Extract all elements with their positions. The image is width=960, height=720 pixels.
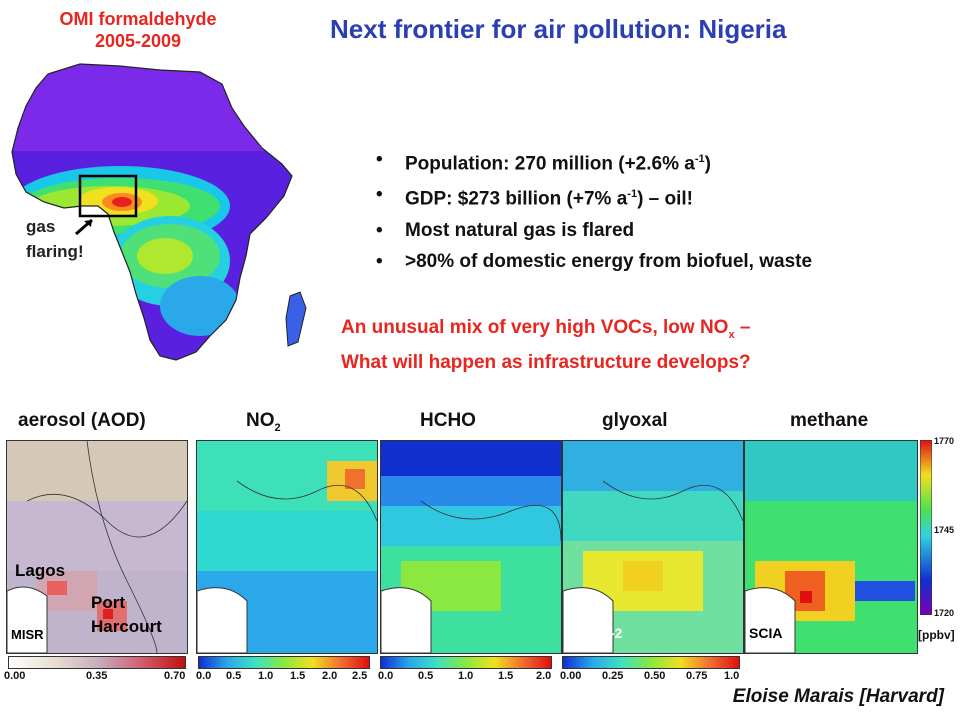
highlight-line2: What will happen as infrastructure devel… bbox=[341, 351, 751, 373]
glyoxal-tick: 0.00 bbox=[560, 670, 582, 682]
methane-colorbar bbox=[920, 440, 932, 615]
no2-tick: 1.0 bbox=[258, 670, 274, 682]
highlight-text: An unusual mix of very high VOCs, low NO… bbox=[341, 314, 751, 377]
highlight-line1: An unusual mix of very high VOCs, low NO… bbox=[341, 317, 751, 341]
credit-text: Eloise Marais [Harvard] bbox=[732, 686, 944, 707]
city-label-lagos: Lagos bbox=[15, 561, 66, 580]
no2-colorbar bbox=[198, 656, 370, 669]
bullet-gas: Most natural gas is flared bbox=[372, 215, 812, 246]
instrument-label: OMI bbox=[385, 625, 412, 641]
hcho-tick: 0.0 bbox=[378, 670, 394, 682]
nigeria-box bbox=[78, 174, 138, 218]
panel-label-hcho: HCHO bbox=[420, 410, 476, 431]
glyoxal-tick: 1.0 bbox=[724, 670, 740, 682]
map-title-line2: 2005-2009 bbox=[94, 31, 182, 51]
aerosol-tick: 0.70 bbox=[164, 670, 186, 682]
aerosol-colorbar bbox=[8, 656, 186, 669]
instrument-label: SCIA bbox=[749, 625, 783, 641]
panel-hcho-map: OMI bbox=[380, 440, 562, 654]
no2-tick: 2.5 bbox=[352, 670, 368, 682]
glyoxal-colorbar bbox=[562, 656, 740, 669]
map-title-line1: OMI formaldehyde bbox=[59, 9, 217, 29]
hcho-tick: 1.0 bbox=[458, 670, 474, 682]
africa-hcho-map bbox=[11, 63, 307, 361]
panel-methane-map: SCIA bbox=[744, 440, 918, 654]
hcho-tick: 0.5 bbox=[418, 670, 434, 682]
no2-tick: 0.5 bbox=[226, 670, 242, 682]
slide-title: Next frontier for air pollution: Nigeria bbox=[330, 14, 787, 44]
glyoxal-tick: 0.50 bbox=[644, 670, 666, 682]
instrument-label: GOME-2 bbox=[567, 625, 623, 641]
methane-tick-high: 1770 bbox=[934, 436, 955, 446]
panel-label-methane: methane bbox=[790, 410, 869, 431]
hcho-colorbar bbox=[380, 656, 552, 669]
gas-flaring-annotation: gas flaring! bbox=[26, 214, 84, 264]
map-title: OMI formaldehyde 2005-2009 bbox=[18, 8, 258, 52]
panel-label-aerosol: aerosol (AOD) bbox=[18, 410, 146, 431]
annotation-line1: gas bbox=[26, 217, 56, 236]
instrument-label: MISR bbox=[11, 627, 44, 642]
city-label-harcourt: Harcourt bbox=[91, 617, 162, 636]
panel-label-glyoxal: glyoxal bbox=[602, 410, 668, 431]
panel-aerosol-map: Lagos Port Harcourt MISR bbox=[6, 440, 188, 654]
bullet-population: Population: 270 million (+2.6% a-1) bbox=[372, 144, 812, 179]
methane-tick-low: 1720 bbox=[934, 608, 955, 618]
panel-glyoxal-map: GOME-2 bbox=[562, 440, 744, 654]
aerosol-tick: 0.00 bbox=[4, 670, 26, 682]
methane-tick-mid: 1745 bbox=[934, 525, 955, 535]
hcho-tick: 2.0 bbox=[536, 670, 552, 682]
bullet-gdp: GDP: $273 billion (+7% a-1) – oil! bbox=[372, 179, 812, 214]
bullet-list: Population: 270 million (+2.6% a-1) GDP:… bbox=[372, 144, 812, 277]
methane-unit: [ppbv] bbox=[918, 628, 955, 642]
aerosol-tick: 0.35 bbox=[86, 670, 108, 682]
panel-label-no2: NO2 bbox=[246, 410, 281, 434]
glyoxal-tick: 0.75 bbox=[686, 670, 708, 682]
annotation-line2: flaring! bbox=[26, 242, 84, 261]
glyoxal-tick: 0.25 bbox=[602, 670, 624, 682]
city-label-port: Port bbox=[91, 593, 125, 612]
hcho-tick: 1.5 bbox=[498, 670, 514, 682]
no2-tick: 0.0 bbox=[196, 670, 212, 682]
instrument-label: OMI bbox=[201, 625, 228, 641]
no2-tick: 2.0 bbox=[322, 670, 338, 682]
no2-tick: 1.5 bbox=[290, 670, 306, 682]
bullet-energy: >80% of domestic energy from biofuel, wa… bbox=[372, 246, 812, 277]
panel-no2-map: OMI bbox=[196, 440, 378, 654]
